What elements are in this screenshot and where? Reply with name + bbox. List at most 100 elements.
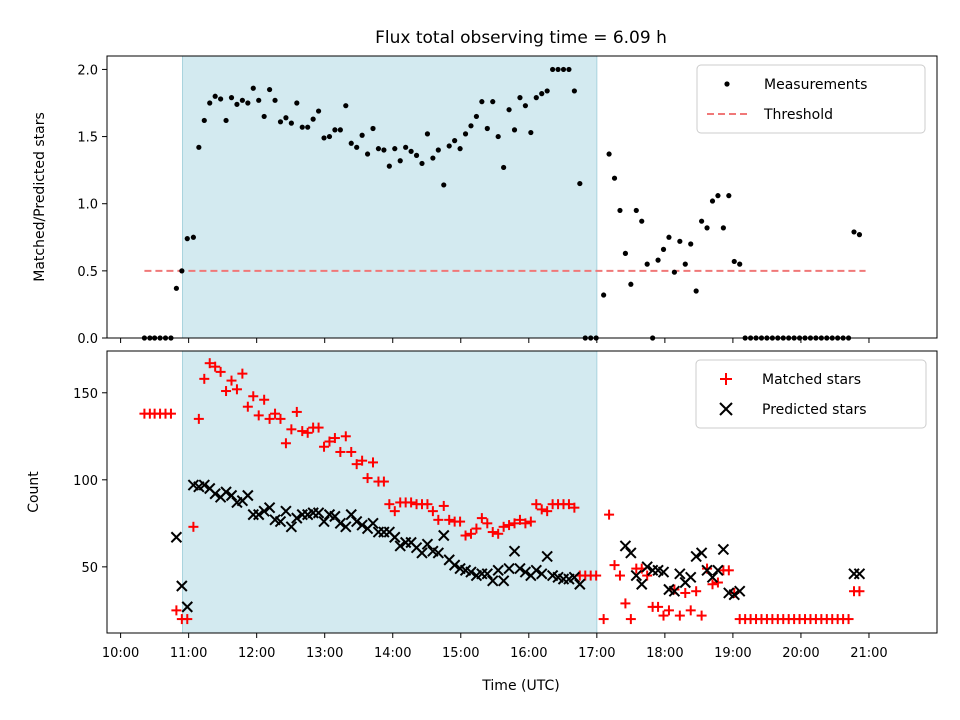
predicted-point bbox=[225, 489, 238, 502]
bottom-legend-box bbox=[695, 359, 927, 429]
top-legend: Measurements Threshold bbox=[696, 64, 926, 134]
measurement-point bbox=[168, 335, 174, 341]
measurement-point bbox=[228, 95, 235, 101]
bottom-y-axis: 50 100 150 bbox=[73, 387, 107, 576]
bottom-x-axis: 10:00 11:00 12:00 13:00 14:00 15:00 16:00 17:00… bbox=[102, 633, 888, 661]
matched-point bbox=[509, 518, 520, 529]
measurement-point bbox=[655, 257, 661, 263]
predicted-point bbox=[636, 578, 648, 590]
y-tick-label: 100 bbox=[73, 474, 98, 489]
matched-point bbox=[520, 518, 531, 529]
measurement-point bbox=[544, 88, 550, 94]
matched-point bbox=[275, 413, 286, 424]
predicted-point bbox=[641, 561, 653, 573]
x-tick-label: 21:00 bbox=[850, 646, 887, 661]
measurement-point bbox=[758, 335, 765, 341]
matched-point bbox=[438, 500, 449, 511]
predicted-point bbox=[514, 562, 526, 575]
predicted-point bbox=[487, 575, 499, 587]
matched-point bbox=[487, 527, 498, 538]
measurement-point bbox=[753, 335, 759, 341]
matched-point bbox=[199, 373, 210, 384]
predicted-point bbox=[701, 564, 713, 577]
measurement-point bbox=[601, 292, 607, 298]
x-tick-label: 10:00 bbox=[102, 646, 139, 661]
legend-matched-label: Matched stars bbox=[762, 372, 861, 388]
measurement-point bbox=[786, 335, 792, 341]
matched-point bbox=[642, 570, 653, 581]
matched-point bbox=[378, 476, 389, 487]
measurement-point bbox=[617, 207, 623, 214]
measurement-point bbox=[506, 107, 512, 113]
predicted-point bbox=[448, 559, 461, 571]
y-tick-label: 0.5 bbox=[77, 265, 98, 280]
measurement-point bbox=[829, 335, 835, 341]
x-tick-label: 12:00 bbox=[238, 646, 275, 661]
measurement-point bbox=[408, 148, 414, 154]
matched-point bbox=[226, 375, 237, 386]
matched-point bbox=[384, 499, 395, 510]
y-tick-label: 150 bbox=[73, 387, 98, 402]
measurement-point bbox=[223, 117, 229, 124]
matched-point bbox=[691, 586, 702, 597]
measurement-point bbox=[577, 180, 583, 187]
measurement-point bbox=[490, 99, 496, 105]
measurement-point bbox=[666, 234, 672, 240]
matched-point bbox=[297, 426, 308, 437]
matched-point bbox=[210, 361, 221, 372]
predicted-point bbox=[630, 569, 643, 582]
predicted-point bbox=[668, 585, 681, 597]
matched-point bbox=[231, 384, 242, 395]
measurement-point bbox=[250, 85, 256, 91]
predicted-point bbox=[685, 571, 697, 584]
measurement-point bbox=[720, 225, 726, 231]
legend-matched-marker bbox=[720, 373, 732, 385]
legend-predicted-label: Predicted stars bbox=[762, 402, 867, 418]
measurement-point bbox=[764, 335, 770, 341]
y-tick-label: 0.0 bbox=[77, 332, 98, 347]
measurement-point bbox=[796, 335, 803, 341]
matched-point bbox=[455, 516, 466, 527]
measurement-point bbox=[802, 335, 808, 341]
matched-point bbox=[542, 506, 553, 517]
x-tick-label: 20:00 bbox=[782, 646, 819, 661]
measurement-point bbox=[256, 97, 262, 103]
measurement-point bbox=[813, 335, 819, 341]
predicted-point bbox=[253, 508, 265, 521]
top-y-axis-label: Matched/Predicted stars bbox=[32, 112, 48, 282]
predicted-point bbox=[497, 575, 510, 587]
matched-point bbox=[444, 514, 455, 525]
x-tick-label: 14:00 bbox=[374, 646, 411, 661]
y-tick-label: 1.5 bbox=[77, 131, 98, 146]
matched-point bbox=[625, 614, 636, 625]
predicted-point bbox=[536, 568, 548, 580]
matched-point bbox=[674, 610, 685, 621]
measurement-points bbox=[141, 66, 863, 341]
predicted-point bbox=[438, 529, 450, 542]
matched-point bbox=[525, 516, 536, 527]
measurement-point bbox=[441, 182, 447, 188]
measurement-point bbox=[370, 125, 376, 132]
predicted-point bbox=[625, 547, 637, 559]
measurement-point bbox=[403, 144, 409, 150]
measurement-point bbox=[147, 335, 153, 341]
top-plot-frame bbox=[106, 55, 938, 339]
matched-point bbox=[658, 610, 669, 621]
predicted-point bbox=[674, 568, 686, 580]
predicted-point bbox=[340, 521, 352, 533]
measurement-point bbox=[277, 119, 284, 125]
matched-point bbox=[319, 441, 330, 452]
matched-point bbox=[653, 601, 664, 612]
measurement-point bbox=[332, 127, 338, 133]
measurement-point bbox=[856, 232, 863, 238]
matched-point bbox=[221, 386, 232, 397]
predicted-point bbox=[285, 521, 298, 533]
measurement-point bbox=[392, 146, 398, 152]
measurement-point bbox=[375, 146, 382, 152]
measurement-point bbox=[699, 218, 705, 224]
predicted-point bbox=[394, 540, 406, 552]
measurement-point bbox=[212, 93, 218, 99]
measurement-point bbox=[364, 151, 371, 157]
matched-point bbox=[259, 394, 270, 405]
matched-point bbox=[291, 406, 302, 417]
